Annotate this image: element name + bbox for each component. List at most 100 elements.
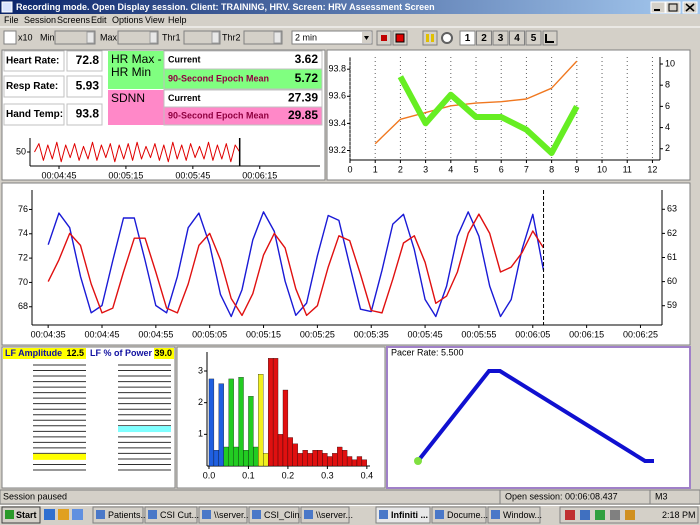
taskbar-button-icon (96, 510, 105, 519)
taskbar-button-label: Docume... (447, 510, 488, 520)
y-tick-label: 76 (18, 204, 28, 214)
x-tick-label: 4 (448, 164, 453, 174)
stat-value: 27.39 (288, 91, 318, 105)
stat-value: 29.85 (288, 108, 318, 122)
stat-label: Current (168, 54, 201, 64)
bar (308, 453, 313, 466)
bar (347, 457, 352, 467)
gauge-value: 39.0 (154, 348, 172, 358)
bar (293, 444, 298, 466)
x-tick-label: 10 (597, 164, 607, 174)
pacer-ball (414, 457, 422, 465)
tray-icon[interactable] (565, 510, 575, 520)
pause-icon (431, 34, 434, 42)
window-title: Recording mode. Open Display session. Cl… (16, 2, 435, 12)
menu-item[interactable]: View (145, 15, 165, 25)
x-tick-label: 00:06:05 (515, 329, 550, 339)
bar (214, 450, 219, 466)
y-tick-label: 50 (16, 146, 26, 156)
menu-item[interactable]: Options (112, 15, 144, 25)
y-tick-label: 1 (198, 429, 203, 439)
menu-item[interactable]: Help (168, 15, 187, 25)
start-label: Start (16, 510, 37, 520)
x-tick-label: 00:04:55 (138, 329, 173, 339)
x-tick-label: 0.0 (203, 470, 216, 480)
gauge-panel (2, 347, 175, 488)
y-tick-label: 93.6 (328, 91, 346, 101)
y2-tick-label: 8 (665, 80, 670, 90)
quicklaunch-icon[interactable] (44, 509, 55, 520)
bar (357, 457, 362, 467)
x-tick-label: 00:05:25 (300, 329, 335, 339)
menu-item[interactable]: Session (24, 15, 56, 25)
y-tick-label: 72 (18, 252, 28, 262)
minimize-button[interactable] (651, 2, 665, 13)
y-tick-label: 93.4 (328, 118, 346, 128)
bar (268, 358, 273, 466)
screen-button-label: 2 (481, 33, 487, 44)
x-tick-label: 00:05:15 (108, 170, 143, 180)
menu-item[interactable]: Edit (91, 15, 107, 25)
y2-tick-label: 10 (665, 58, 675, 68)
taskbar-button-label: \\server... (214, 510, 251, 520)
bar (253, 447, 258, 466)
screen-button-label: 4 (514, 33, 520, 44)
x-tick-label: 2 (398, 164, 403, 174)
y2-tick-label: 6 (665, 101, 670, 111)
quicklaunch-icon[interactable] (72, 509, 83, 520)
session-time: Open session: 00:06:08.437 (505, 491, 618, 501)
tray-icon[interactable] (625, 510, 635, 520)
x-tick-label: 00:05:45 (175, 170, 210, 180)
x-tick-label: 00:05:15 (246, 329, 281, 339)
pause-button[interactable] (423, 31, 437, 45)
menu-item[interactable]: Screens (57, 15, 91, 25)
tray-icon[interactable] (580, 510, 590, 520)
x-tick-label: 00:05:35 (354, 329, 389, 339)
taskbar-button-label: \\server... (316, 510, 353, 520)
taskbar-button-icon (491, 510, 500, 519)
taskbar-button-icon (304, 510, 313, 519)
y-tick-label: 93.2 (328, 145, 346, 155)
screen-button-label: 5 (531, 33, 537, 44)
y2-tick-label: 60 (667, 276, 677, 286)
gauge-value: 12.5 (66, 348, 84, 358)
spin-button[interactable] (212, 32, 219, 43)
pacer-panel (387, 347, 690, 488)
field-label: Min (40, 32, 55, 42)
stat-label: 90-Second Epoch Mean (168, 110, 269, 120)
x-tick-label: 00:06:15 (242, 170, 277, 180)
spin-button[interactable] (274, 32, 281, 43)
readout-value: 93.8 (76, 107, 100, 121)
field-label: Thr1 (162, 32, 181, 42)
field-label: Thr2 (222, 32, 241, 42)
timebase-value: 2 min (295, 32, 317, 42)
x-tick-label: 00:05:05 (192, 329, 227, 339)
quicklaunch-icon[interactable] (58, 509, 69, 520)
x-tick-label: 11 (623, 164, 632, 174)
x-tick-label: 0 (347, 164, 352, 174)
pause-icon (426, 34, 429, 42)
gauge-level (118, 426, 171, 432)
x-tick-label: 1 (373, 164, 378, 174)
readout-value: 5.93 (76, 79, 100, 93)
spectrum-panel (177, 347, 385, 488)
window-controls[interactable] (651, 2, 697, 13)
menu-item[interactable]: File (4, 15, 19, 25)
stat-value: 5.72 (295, 71, 319, 85)
readout-label: Heart Rate: (6, 56, 59, 67)
taskbar-button-label: Window... (503, 510, 542, 520)
settings-button[interactable] (442, 33, 452, 43)
tray-icon[interactable] (610, 510, 620, 520)
stat-name: HR Min (111, 65, 151, 79)
bar (318, 450, 323, 466)
main-graph-panel (2, 183, 690, 345)
x-tick-label: 0.4 (361, 470, 374, 480)
zoom-icon[interactable] (4, 31, 16, 44)
tray-icon[interactable] (595, 510, 605, 520)
spin-button[interactable] (150, 32, 157, 43)
x-tick-label: 0.1 (242, 470, 255, 480)
taskbar-button-icon (379, 510, 388, 519)
x-tick-label: 7 (524, 164, 529, 174)
spin-button[interactable] (87, 32, 94, 43)
y2-tick-label: 62 (667, 228, 677, 238)
